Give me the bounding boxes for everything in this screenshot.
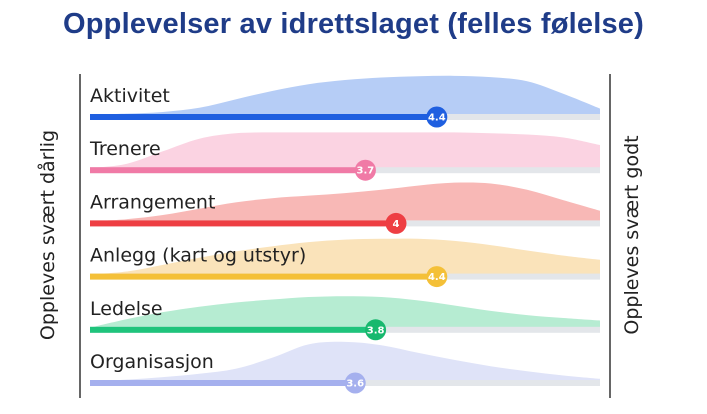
distribution-area-6 bbox=[90, 341, 600, 383]
value-dot-3 bbox=[385, 212, 407, 234]
value-label-6: 3.6 bbox=[346, 379, 364, 390]
row-4: Anlegg (kart og utstyr) 4.4 bbox=[90, 238, 600, 288]
category-label-2: Trenere bbox=[89, 138, 161, 160]
value-label-2: 3.7 bbox=[357, 166, 375, 177]
value-bar-6 bbox=[90, 380, 356, 386]
value-label-4: 4.4 bbox=[428, 272, 446, 283]
right-axis-label: Oppleves svært godt bbox=[621, 135, 643, 334]
category-label-5: Ledelse bbox=[90, 298, 163, 320]
value-dot-2 bbox=[354, 159, 376, 181]
value-label-1: 4.4 bbox=[428, 113, 446, 124]
distribution-area-4 bbox=[90, 238, 600, 277]
row-5: Ledelse 3.8 bbox=[90, 296, 600, 341]
distribution-area-1 bbox=[90, 75, 600, 117]
distribution-area-5 bbox=[90, 296, 600, 330]
distribution-area-2 bbox=[90, 132, 600, 171]
value-bar-3 bbox=[90, 220, 396, 227]
value-label-5: 3.8 bbox=[367, 325, 385, 336]
value-dot-1 bbox=[426, 106, 448, 128]
row-1: Aktivitet 4.4 bbox=[90, 75, 600, 128]
value-dot-4 bbox=[426, 266, 448, 288]
value-bar-4 bbox=[90, 273, 437, 280]
value-bar-2 bbox=[90, 167, 366, 174]
chart-title: Opplevelser av idrettslaget (felles føle… bbox=[63, 8, 644, 40]
value-dot-6 bbox=[344, 372, 366, 394]
category-label-3: Arrangement bbox=[90, 191, 215, 213]
category-label-1: Aktivitet bbox=[90, 85, 170, 107]
left-axis-label: Oppleves svært dårlig bbox=[36, 130, 59, 340]
value-bar-5 bbox=[90, 326, 376, 333]
value-dot-5 bbox=[365, 319, 387, 341]
row-2: Trenere 3.7 bbox=[89, 132, 600, 181]
category-label-6: Organisasjon bbox=[90, 351, 214, 373]
row-3: Arrangement 4 bbox=[90, 182, 600, 234]
value-label-3: 4 bbox=[393, 219, 400, 230]
value-bar-1 bbox=[90, 114, 437, 120]
distribution-area-3 bbox=[90, 182, 600, 224]
category-label-4: Anlegg (kart og utstyr) bbox=[90, 245, 306, 267]
row-6: Organisasjon 3.6 bbox=[90, 341, 600, 394]
